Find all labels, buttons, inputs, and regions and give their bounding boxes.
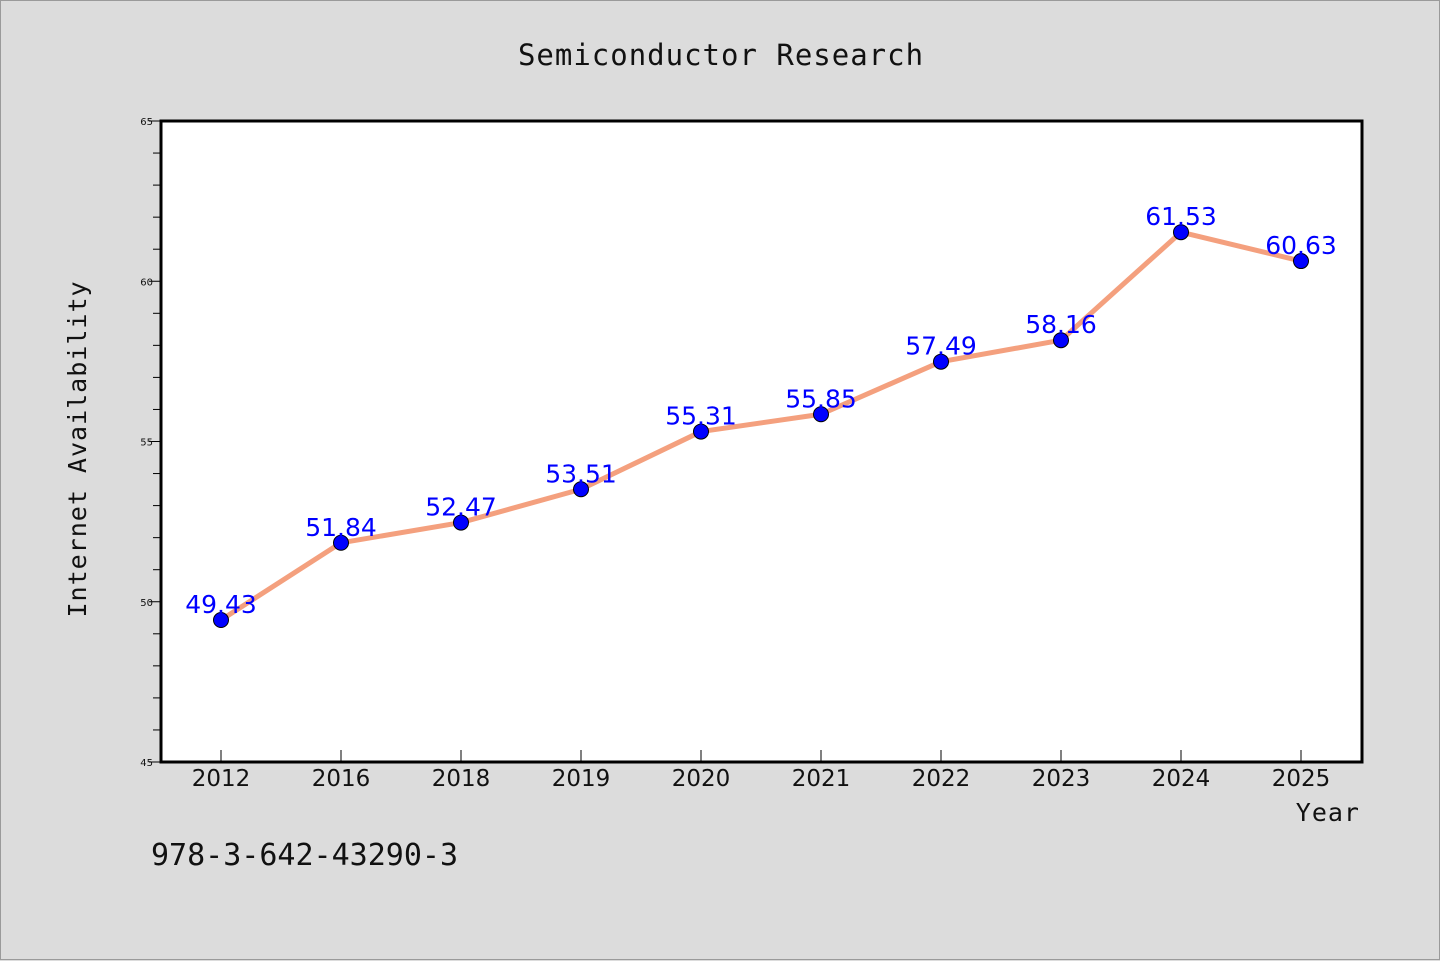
- y-tick-label: 50: [140, 598, 153, 609]
- data-point-marker: [813, 406, 829, 423]
- data-point-marker: [1053, 332, 1069, 349]
- isbn-footer-text: 978-3-642-43290-3: [151, 838, 458, 873]
- y-tick-label: 65: [140, 117, 153, 128]
- plot-area: [161, 121, 1362, 762]
- series-layer: [213, 224, 1309, 629]
- data-point-marker: [453, 514, 469, 531]
- data-label: 53.51: [545, 459, 617, 488]
- y-tick-label: 60: [140, 277, 153, 288]
- x-tick-label: 2025: [1272, 766, 1331, 792]
- data-point-marker: [693, 423, 709, 440]
- y-tick-label: 55: [140, 438, 153, 449]
- data-point-marker: [213, 612, 229, 629]
- data-point-marker: [1173, 224, 1189, 241]
- chart-title: Semiconductor Research: [518, 38, 924, 72]
- data-point-marker: [573, 481, 589, 498]
- data-label: 52.47: [425, 493, 497, 522]
- x-tick-label: 2023: [1032, 766, 1091, 792]
- data-point-marker: [333, 534, 349, 551]
- data-label: 51.84: [305, 513, 377, 542]
- x-tick-label: 2021: [792, 766, 851, 792]
- x-tick-label: 2022: [912, 766, 971, 792]
- data-label: 58.16: [1025, 310, 1097, 339]
- y-axis-ticks: 45 50 55 60 65: [140, 117, 161, 769]
- x-tick-label: 2020: [672, 766, 731, 792]
- x-axis-ticks: 2012 2016 2018 2019 2020 2021 2022 2023 2024 2025: [192, 750, 1331, 792]
- data-label: 55.31: [665, 402, 737, 431]
- data-label: 61.53: [1145, 202, 1217, 231]
- plot-frame: [159, 119, 1364, 764]
- data-point-marker: [933, 353, 949, 370]
- data-label: 60.63: [1265, 231, 1337, 260]
- series-line: [218, 229, 1304, 623]
- y-tick-label: 45: [140, 758, 153, 769]
- x-tick-label: 2018: [432, 766, 491, 792]
- data-point-marker: [1293, 253, 1309, 270]
- data-label: 55.85: [785, 384, 857, 413]
- x-tick-label: 2016: [312, 766, 371, 792]
- data-label: 49.43: [185, 590, 257, 619]
- data-label-layer: 49.43 51.84 52.47 53.51 55.31 55.85 57.49 58.16…: [185, 202, 1337, 619]
- y-axis-label: Internet Availability: [63, 280, 92, 617]
- x-tick-label: 2019: [552, 766, 611, 792]
- x-axis-label: Year: [1296, 798, 1360, 827]
- x-tick-label: 2012: [192, 766, 251, 792]
- x-tick-label: 2024: [1152, 766, 1211, 792]
- data-label: 57.49: [905, 332, 977, 361]
